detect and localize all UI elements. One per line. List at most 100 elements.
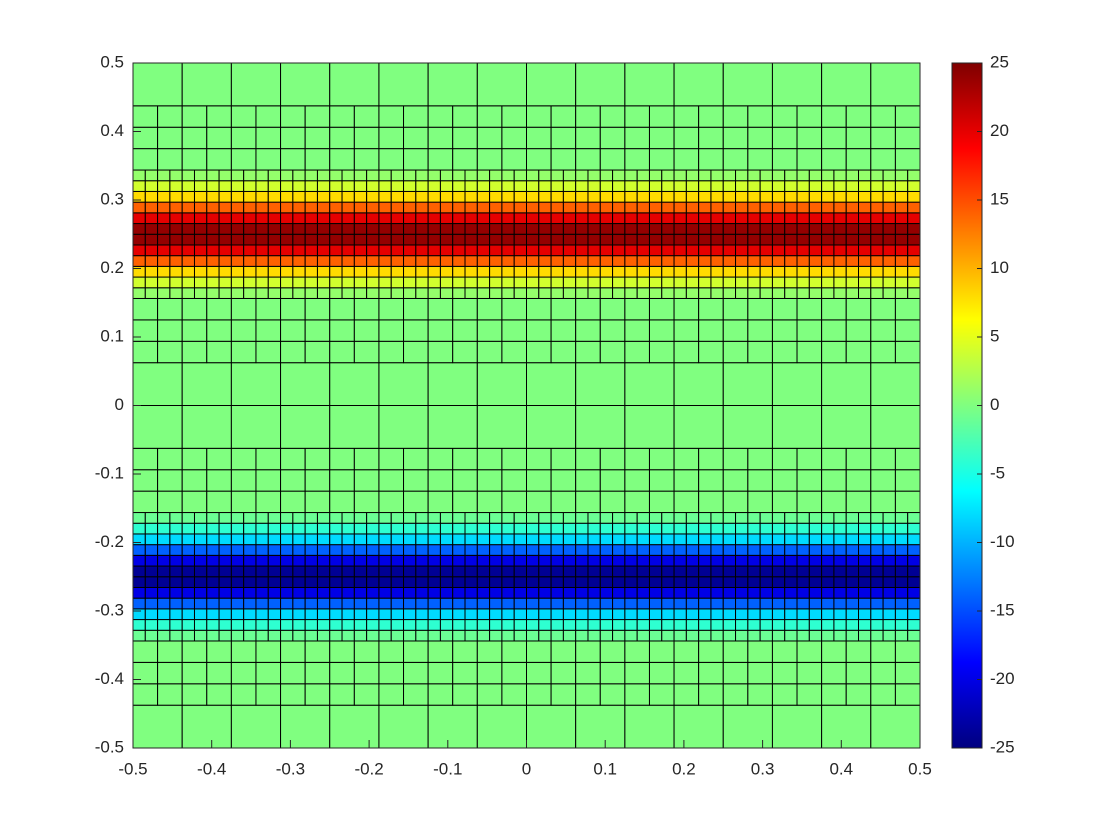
mesh-cell: [157, 169, 171, 182]
mesh-cell: [526, 597, 540, 610]
mesh-cell: [882, 233, 896, 246]
mesh-cell: [796, 287, 810, 299]
mesh-cell: [329, 533, 343, 546]
mesh-cell: [722, 629, 737, 642]
mesh-cell: [193, 565, 208, 578]
mesh-cell: [612, 629, 626, 642]
mesh-cell: [501, 265, 515, 278]
mesh-cell: [513, 169, 527, 182]
mesh-cell: [427, 362, 478, 406]
mesh-cell: [292, 554, 306, 567]
mesh-cell: [796, 180, 810, 192]
mesh-cell: [144, 276, 159, 289]
mesh-cell: [550, 586, 564, 599]
mesh-cell: [784, 190, 798, 203]
mesh-cell: [169, 544, 183, 556]
mesh-cell: [759, 169, 773, 182]
mesh-cell: [403, 255, 417, 267]
mesh-cell: [513, 576, 527, 588]
mesh-cell: [230, 126, 257, 150]
mesh-cell: [599, 554, 614, 567]
mesh-cell: [771, 233, 786, 246]
mesh-cell: [206, 319, 232, 342]
mesh-cell: [526, 704, 577, 749]
mesh-cell: [845, 490, 872, 514]
mesh-cell: [329, 255, 343, 267]
mesh-cell: [255, 661, 282, 685]
mesh-cell: [329, 565, 343, 578]
mesh-cell: [144, 629, 159, 642]
mesh-cell: [771, 340, 798, 364]
mesh-cell: [280, 362, 331, 406]
mesh-cell: [845, 576, 860, 588]
mesh-cell: [513, 554, 527, 567]
mesh-cell: [599, 597, 614, 610]
mesh-cell: [132, 490, 159, 514]
mesh-cell: [415, 522, 429, 535]
mesh-cell: [575, 297, 601, 321]
mesh-cell: [476, 265, 491, 278]
mesh-cell: [476, 522, 491, 535]
mesh-cell: [575, 255, 589, 267]
mesh-cell: [292, 223, 306, 235]
mesh-cell: [501, 212, 515, 225]
mesh-cell: [489, 212, 503, 225]
mesh-cell: [747, 544, 761, 556]
mesh-cell: [673, 683, 700, 706]
mesh-cell: [784, 512, 798, 524]
mesh-cell: [870, 287, 884, 299]
mesh-cell: [132, 661, 159, 685]
mesh-cell: [255, 233, 269, 246]
mesh-cell: [612, 554, 626, 567]
mesh-cell: [366, 169, 380, 182]
mesh-cell: [648, 522, 663, 535]
mesh-cell: [403, 619, 417, 631]
mesh-cell: [710, 169, 724, 182]
mesh-cell: [193, 544, 208, 556]
mesh-cell: [907, 287, 921, 299]
mesh-cell: [747, 148, 773, 171]
mesh-cell: [304, 619, 318, 631]
mesh-cell: [132, 608, 146, 621]
mesh-cell: [575, 469, 601, 492]
mesh-cell: [304, 554, 318, 567]
mesh-cell: [157, 586, 171, 599]
mesh-cell: [771, 223, 786, 235]
mesh-cell: [648, 619, 663, 631]
mesh-cell: [206, 608, 220, 621]
mesh-cell: [427, 544, 441, 556]
mesh-cell: [329, 265, 343, 278]
mesh-cell: [267, 287, 282, 299]
mesh-cell: [267, 512, 282, 524]
mesh-cell: [181, 255, 195, 267]
mesh-cell: [648, 180, 663, 192]
mesh-cell: [870, 704, 921, 749]
mesh-cell: [366, 201, 380, 214]
colorbar-tick-label: -20: [990, 669, 1015, 688]
mesh-cell: [624, 255, 638, 267]
mesh-cell: [267, 586, 282, 599]
mesh-cell: [550, 608, 564, 621]
mesh-cell: [329, 287, 343, 299]
mesh-cell: [624, 661, 650, 685]
mesh-cell: [255, 554, 269, 567]
mesh-cell: [562, 512, 577, 524]
mesh-cell: [378, 619, 392, 631]
x-tick-label: 0.4: [829, 759, 853, 778]
mesh-cell: [624, 126, 650, 150]
mesh-cell: [562, 533, 577, 546]
mesh-cell: [624, 586, 638, 599]
mesh-cell: [550, 180, 564, 192]
mesh-cell: [280, 201, 294, 214]
mesh-cell: [304, 148, 331, 171]
mesh-cell: [661, 608, 675, 621]
mesh-cell: [833, 190, 847, 203]
mesh-cell: [452, 522, 466, 535]
mesh-cell: [722, 490, 749, 514]
mesh-cell: [144, 201, 159, 214]
mesh-cell: [476, 297, 503, 321]
mesh-cell: [710, 223, 724, 235]
mesh-cell: [575, 223, 589, 235]
mesh-cell: [476, 255, 491, 267]
mesh-cell: [230, 544, 245, 556]
